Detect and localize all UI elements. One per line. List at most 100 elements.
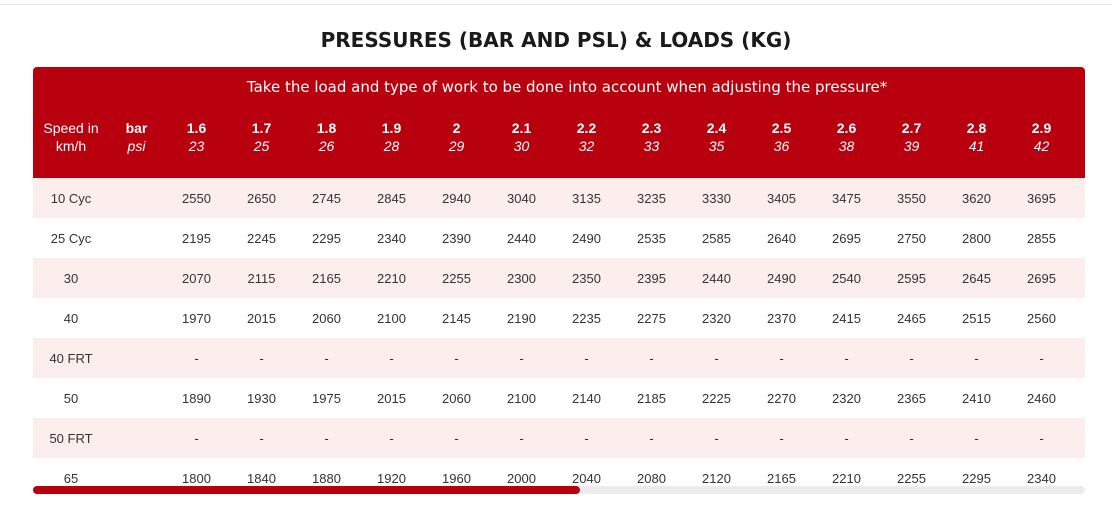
pressure-bar-value: 2.8 (966, 120, 987, 136)
load-cell: - (1039, 430, 1044, 446)
pressure-psi-value: 32 (578, 138, 595, 154)
load-cell: 3040 (507, 190, 536, 206)
load-cell: 2595 (897, 270, 926, 286)
pressure-column-header: 2.7 39 (879, 107, 944, 178)
pressure-psi-value: 23 (188, 138, 205, 154)
load-cell: 2515 (962, 310, 991, 326)
load-cell: 2070 (182, 270, 211, 286)
pressure-column-header: 2.2 32 (554, 107, 619, 178)
load-cell: 2145 (442, 310, 471, 326)
table-row: 40 1970 2015 2060 2100 2145 2190 2235 2275 2320 23… (33, 298, 1085, 338)
load-cell: - (324, 430, 329, 446)
load-cell: - (259, 430, 264, 446)
table-row: 10 Cyc 2550 2650 2745 2845 2940 3040 3135 3235 33… (33, 178, 1085, 218)
speed-cell: 50 FRT (49, 430, 93, 446)
pressure-load-table: Take the load and type of work to be don… (33, 67, 1085, 487)
pressure-bar-value: 2.5 (771, 120, 792, 136)
load-cell: 1920 (377, 470, 406, 486)
load-cell: 2460 (1027, 390, 1056, 406)
load-cell: 2210 (832, 470, 861, 486)
load-cell: - (714, 350, 719, 366)
table-note: Take the load and type of work to be don… (246, 78, 888, 96)
pressure-column-header: 1.7 25 (229, 107, 294, 178)
horizontal-scrollbar-track[interactable] (33, 486, 1085, 494)
load-cell: 2465 (897, 310, 926, 326)
pressure-column-header: 2.4 35 (684, 107, 749, 178)
load-cell: 2340 (377, 230, 406, 246)
load-cell: 2245 (247, 230, 276, 246)
load-cell: 2015 (247, 310, 276, 326)
load-cell: 2300 (507, 270, 536, 286)
pressure-bar-value: 2.9 (1031, 120, 1052, 136)
pressure-column-header-clipped (1074, 107, 1085, 178)
load-cell: - (974, 350, 979, 366)
pressure-column-header: 1.6 23 (164, 107, 229, 178)
load-cell: 2060 (312, 310, 341, 326)
load-cell: 2560 (1027, 310, 1056, 326)
pressure-column-header: 2.3 33 (619, 107, 684, 178)
speed-cell: 65 (63, 470, 79, 486)
pressure-psi-value: 38 (838, 138, 855, 154)
load-cell: 1890 (182, 390, 211, 406)
speed-cell: 50 (63, 390, 79, 406)
load-cell: 1930 (247, 390, 276, 406)
load-cell: 2645 (962, 270, 991, 286)
horizontal-scrollbar-thumb[interactable] (33, 486, 581, 494)
load-cell: - (324, 350, 329, 366)
pressure-column-header: 2.9 42 (1009, 107, 1074, 178)
load-cell: - (649, 430, 654, 446)
speed-column-header: Speed in km/h (33, 107, 109, 178)
pressure-column-header: 1.8 26 (294, 107, 359, 178)
load-cell: 2040 (572, 470, 601, 486)
pressure-psi-value: 33 (643, 138, 660, 154)
load-cell: 2255 (897, 470, 926, 486)
table-row: 50 FRT - - - - - - - - - - - - - - (33, 418, 1085, 458)
pressure-bar-value: 2.3 (641, 120, 662, 136)
load-cell: 2235 (572, 310, 601, 326)
clipped-load-cell (1074, 458, 1085, 487)
load-cell: 2540 (832, 270, 861, 286)
load-cell: - (194, 350, 199, 366)
unit-spacer-cell (109, 458, 164, 487)
bar-unit-label: bar (125, 120, 148, 136)
pressure-column-header: 2.1 30 (489, 107, 554, 178)
load-cell: 3235 (637, 190, 666, 206)
load-cell: - (714, 430, 719, 446)
pressure-bar-value: 1.6 (186, 120, 207, 136)
table-row: 30 2070 2115 2165 2210 2255 2300 2350 2395 2440 24… (33, 258, 1085, 298)
pressure-bar-value: 1.8 (316, 120, 337, 136)
pressure-bar-value: 2 (452, 120, 461, 136)
table-row: 25 Cyc 2195 2245 2295 2340 2390 2440 2490 2535 25… (33, 218, 1085, 258)
unit-spacer-cell (109, 258, 164, 298)
load-cell: - (584, 350, 589, 366)
load-cell: 2320 (702, 310, 731, 326)
unit-spacer-cell (109, 338, 164, 378)
load-cell: - (584, 430, 589, 446)
load-cell: 1880 (312, 470, 341, 486)
load-cell: 2015 (377, 390, 406, 406)
clipped-load-cell (1074, 258, 1085, 298)
load-cell: 2320 (832, 390, 861, 406)
load-cell: 2195 (182, 230, 211, 246)
load-cell: 2585 (702, 230, 731, 246)
table-row: 40 FRT - - - - - - - - - - - - - - (33, 338, 1085, 378)
pressure-bar-value: 1.9 (381, 120, 402, 136)
pressure-psi-value: 29 (448, 138, 465, 154)
pressure-column-header: 2.6 38 (814, 107, 879, 178)
speed-cell: 25 Cyc (50, 230, 92, 246)
pressure-column-header: 2.8 41 (944, 107, 1009, 178)
load-cell: 2390 (442, 230, 471, 246)
pressure-psi-value: 30 (513, 138, 530, 154)
load-cell: - (844, 350, 849, 366)
table-row: 50 1890 1930 1975 2015 2060 2100 2140 2185 2225 22… (33, 378, 1085, 418)
psi-unit-label: psi (127, 138, 146, 154)
table-note-row: Take the load and type of work to be don… (33, 67, 1085, 107)
load-cell: - (844, 430, 849, 446)
load-cell: 2340 (1027, 470, 1056, 486)
table-scroll-container[interactable]: Take the load and type of work to be don… (33, 67, 1085, 487)
load-cell: 2120 (702, 470, 731, 486)
load-cell: 2165 (312, 270, 341, 286)
load-cell: 2225 (702, 390, 731, 406)
load-cell: 2255 (442, 270, 471, 286)
load-cell: 2410 (962, 390, 991, 406)
